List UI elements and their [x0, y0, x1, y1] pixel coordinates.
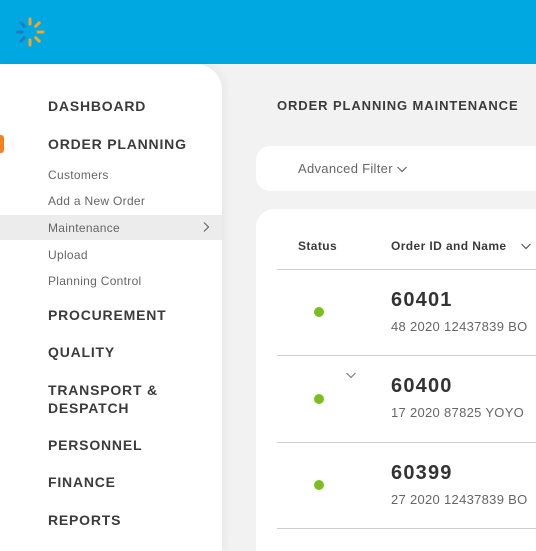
logo-icon[interactable] [14, 16, 46, 48]
order-id[interactable]: 60399 [391, 462, 453, 484]
active-section-indicator [0, 135, 4, 153]
order-name: 48 2020 12437839 BO [391, 319, 528, 334]
sidebar-item-order-planning[interactable]: ORDER PLANNING [48, 136, 187, 152]
sidebar-item-personnel[interactable]: PERSONNEL [48, 437, 143, 453]
sidebar-item-finance[interactable]: FINANCE [48, 474, 116, 490]
row-divider [277, 528, 536, 529]
status-dot [314, 307, 324, 317]
order-name: 17 2020 87825 YOYO [391, 405, 525, 420]
sidebar-item-procurement[interactable]: PROCUREMENT [48, 307, 167, 323]
sidebar-sub-planning-control[interactable]: Planning Control [48, 274, 142, 288]
order-id[interactable]: 60401 [391, 289, 453, 311]
top-bar [0, 0, 536, 64]
sidebar-sub-customers[interactable]: Customers [48, 168, 109, 182]
order-name: 27 2020 12437839 BO [391, 492, 528, 507]
sidebar-item-quality[interactable]: QUALITY [48, 344, 116, 360]
orders-table [256, 209, 536, 551]
chevron-down-icon[interactable] [396, 163, 408, 175]
filter-bar [256, 146, 536, 191]
sidebar [0, 64, 222, 551]
sidebar-item-transport[interactable]: TRANSPORT & [48, 382, 158, 398]
row-divider [277, 355, 536, 356]
sort-chevron-icon[interactable] [520, 240, 532, 252]
sidebar-sub-add-order[interactable]: Add a New Order [48, 194, 146, 208]
sidebar-sub-upload[interactable]: Upload [48, 248, 88, 262]
status-dot [314, 480, 324, 490]
order-id[interactable]: 60400 [391, 375, 453, 397]
sidebar-sub-maintenance[interactable]: Maintenance [48, 221, 121, 235]
row-divider [277, 442, 536, 443]
sidebar-item-despatch[interactable]: DESPATCH [48, 400, 130, 416]
page-title: ORDER PLANNING MAINTENANCE [277, 98, 519, 113]
expand-chevron-icon[interactable] [345, 369, 357, 381]
sidebar-item-reports[interactable]: REPORTS [48, 512, 122, 528]
table-header-divider [277, 269, 536, 270]
column-header-status[interactable]: Status [298, 239, 338, 253]
column-header-order-id[interactable]: Order ID and Name [391, 239, 507, 253]
chevron-right-icon [200, 221, 212, 233]
sidebar-sub-active-bg [0, 215, 222, 240]
advanced-filter-button[interactable]: Advanced Filter [298, 161, 393, 176]
sidebar-item-dashboard[interactable]: DASHBOARD [48, 98, 147, 114]
status-dot [314, 394, 324, 404]
